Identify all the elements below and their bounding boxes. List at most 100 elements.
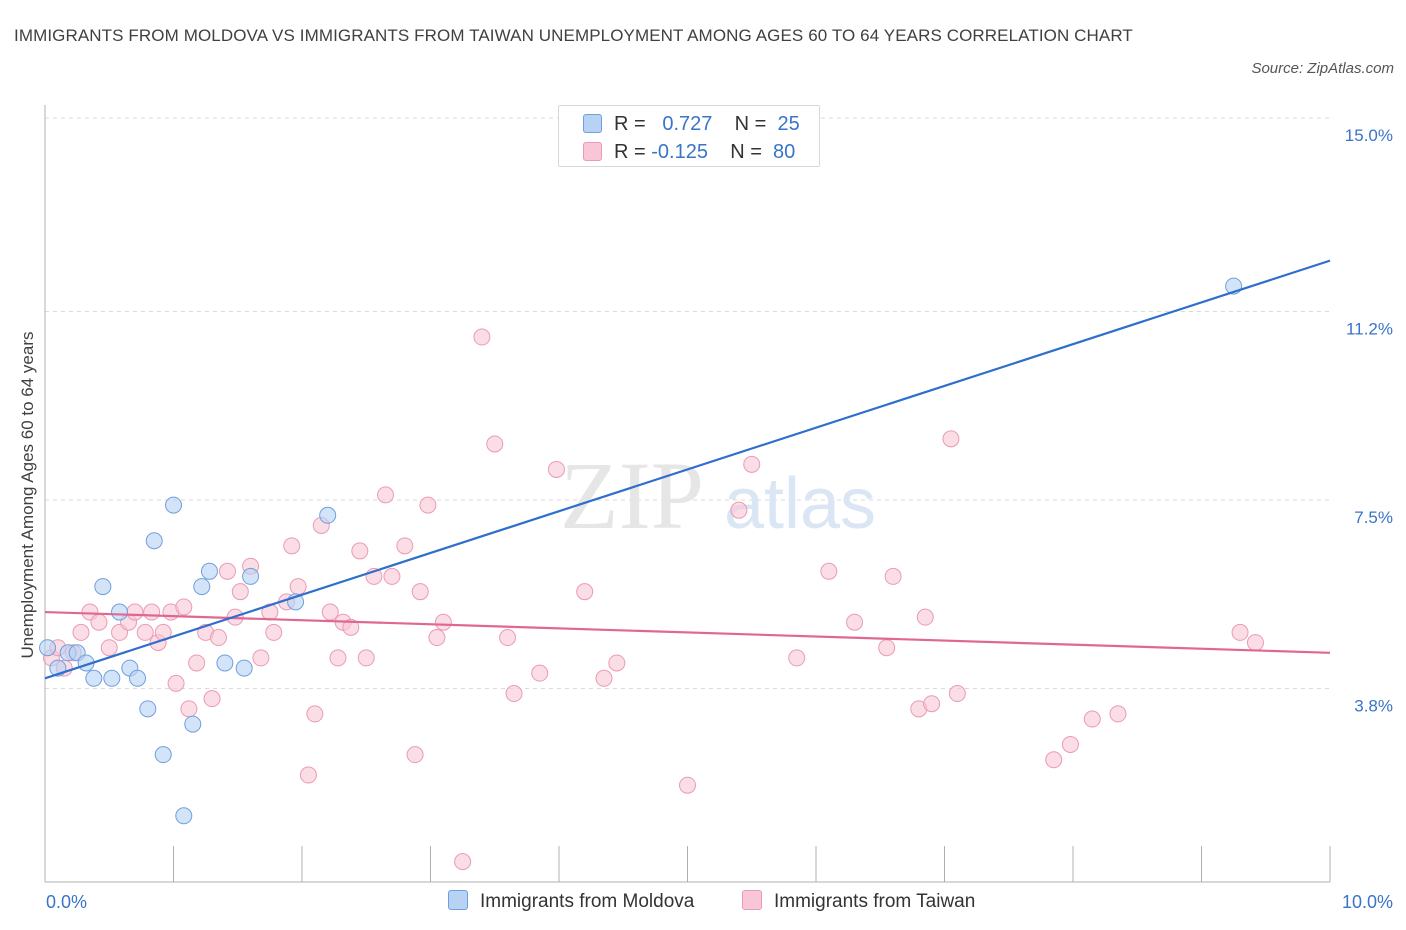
- axes: [44, 105, 1331, 883]
- data-point: [547, 460, 565, 478]
- data-point: [39, 639, 57, 657]
- data-point: [289, 578, 307, 596]
- taiwan-n-value: 80: [773, 141, 796, 163]
- data-point: [531, 664, 549, 682]
- data-point: [411, 583, 429, 601]
- data-point: [595, 669, 613, 687]
- data-point: [180, 700, 198, 718]
- data-point: [942, 430, 960, 448]
- data-point: [1045, 751, 1063, 769]
- data-point: [884, 567, 902, 585]
- x-tick-label: 10.0%: [1342, 892, 1393, 912]
- data-point: [218, 562, 236, 580]
- y-tick-label: 3.8%: [1354, 696, 1393, 715]
- data-point: [383, 567, 401, 585]
- data-point: [200, 562, 218, 580]
- data-point: [473, 328, 491, 346]
- watermark-zip: ZIP: [560, 442, 704, 549]
- legend-n-label: N =: [730, 141, 762, 163]
- taiwan-legend-swatch: [742, 890, 762, 910]
- moldova-trend-line: [44, 259, 1331, 680]
- data-point: [193, 578, 211, 596]
- data-point: [846, 613, 864, 631]
- data-point: [948, 685, 966, 703]
- correlation-legend: R = 0.727 N = 25 R = -0.125 N = 80: [558, 105, 820, 167]
- y-tick-label: 11.2%: [1346, 320, 1393, 339]
- bottom-legend-moldova: Immigrants from Moldova: [448, 888, 694, 916]
- y-tick-label: 7.5%: [1354, 508, 1393, 527]
- data-point: [342, 618, 360, 636]
- data-point: [1246, 634, 1264, 652]
- data-point: [283, 537, 301, 555]
- data-point: [499, 629, 517, 647]
- data-point: [419, 496, 437, 514]
- data-point: [608, 654, 626, 672]
- data-point: [923, 695, 941, 713]
- data-point: [406, 746, 424, 764]
- data-point: [136, 623, 154, 641]
- moldova-n-value: 25: [777, 113, 800, 135]
- data-point: [242, 567, 260, 585]
- data-point: [145, 532, 163, 550]
- data-point: [396, 537, 414, 555]
- y-axis-title: Unemployment Among Ages 60 to 64 years: [18, 331, 37, 659]
- data-point: [165, 496, 182, 514]
- taiwan-trend-line: [44, 610, 1331, 654]
- legend-row-moldova: R = 0.727 N = 25: [583, 112, 800, 136]
- data-point: [167, 674, 185, 692]
- source-label: Source: ZipAtlas.com: [1251, 60, 1394, 77]
- moldova-legend-label: Immigrants from Moldova: [480, 891, 695, 912]
- data-point: [252, 649, 270, 667]
- data-point: [377, 486, 395, 504]
- taiwan-legend-label: Immigrants from Taiwan: [774, 891, 976, 912]
- data-point: [231, 583, 249, 601]
- data-point: [679, 776, 696, 794]
- data-point: [306, 705, 324, 723]
- moldova-r-value: 0.727: [662, 113, 713, 135]
- data-point: [265, 623, 283, 641]
- data-point: [203, 690, 221, 708]
- data-point: [434, 613, 452, 631]
- data-point: [175, 807, 193, 825]
- data-point: [126, 603, 144, 621]
- data-point: [111, 603, 129, 621]
- data-point: [351, 542, 369, 560]
- data-point: [209, 629, 227, 647]
- data-point: [730, 501, 748, 519]
- watermark-atlas: atlas: [724, 464, 876, 544]
- data-point: [72, 623, 90, 641]
- data-point: [454, 853, 472, 871]
- data-point: [94, 578, 112, 596]
- data-point: [1109, 705, 1127, 723]
- data-point: [85, 669, 103, 687]
- data-point: [319, 506, 337, 524]
- data-point: [878, 639, 896, 657]
- data-point: [1231, 623, 1249, 641]
- data-point: [184, 715, 202, 733]
- data-point: [100, 639, 118, 657]
- moldova-points: [39, 277, 1243, 825]
- data-point: [103, 669, 121, 687]
- data-point: [299, 766, 317, 784]
- moldova-swatch: [583, 114, 602, 133]
- data-point: [139, 700, 157, 718]
- taiwan-swatch: [583, 142, 602, 161]
- data-point: [175, 598, 193, 616]
- moldova-legend-swatch: [448, 890, 468, 910]
- legend-r-label: R =: [614, 113, 646, 135]
- chart-title: IMMIGRANTS FROM MOLDOVA VS IMMIGRANTS FR…: [14, 26, 1133, 45]
- taiwan-r-value: -0.125: [651, 141, 708, 163]
- data-point: [576, 583, 594, 601]
- data-point: [916, 608, 934, 626]
- data-point: [788, 649, 806, 667]
- data-point: [486, 435, 504, 453]
- trend-lines: [44, 259, 1331, 680]
- data-point: [743, 455, 761, 473]
- legend-r-label: R =: [614, 141, 646, 163]
- data-point: [1061, 735, 1079, 753]
- data-point: [329, 649, 347, 667]
- data-point: [1083, 710, 1101, 728]
- y-tick-label: 15.0%: [1345, 126, 1393, 145]
- data-point: [235, 659, 253, 677]
